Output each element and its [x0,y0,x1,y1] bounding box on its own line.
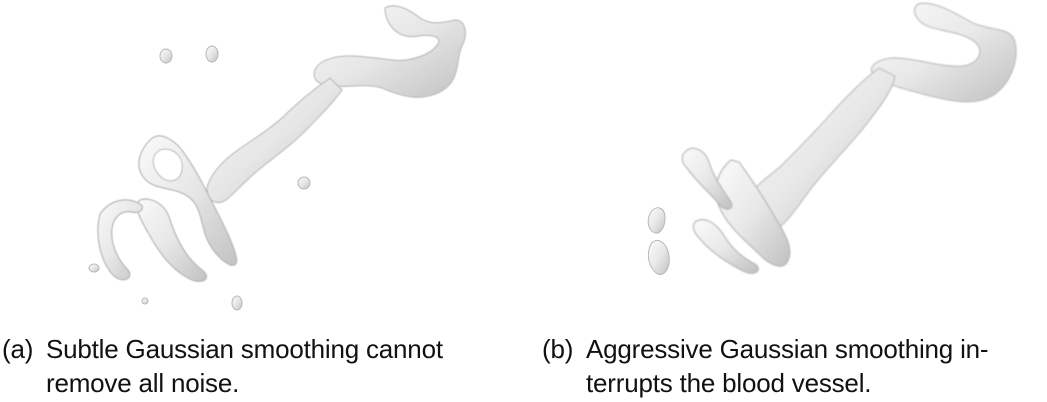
subfigure-a: (a) Subtle Gaussian smoothing cannot remo… [0,0,523,402]
caption-b-line2: terrupts the blood vessel. [586,368,872,398]
detached-fragments-b [647,207,670,276]
vessel-render-b [647,2,1017,276]
caption-a-line2: remove all noise. [46,368,240,398]
vessel-surface-b [681,2,1017,274]
caption-b-line1: Aggressive Gaussian smoothing in- [586,334,989,364]
caption-b: (b) Aggressive Gaussian smoothing in- ter… [542,332,989,400]
caption-b-tag: (b) [542,334,574,364]
caption-a: (a) Subtle Gaussian smoothing cannot remo… [2,332,443,400]
vessel-surface-a [97,5,466,282]
caption-a-line1: Subtle Gaussian smoothing cannot [46,334,443,364]
caption-a-tag: (a) [2,334,34,364]
subfigure-b: (b) Aggressive Gaussian smoothing in- ter… [523,0,1047,402]
vessel-render-a [88,5,466,311]
noise-blobs-a [88,45,311,311]
